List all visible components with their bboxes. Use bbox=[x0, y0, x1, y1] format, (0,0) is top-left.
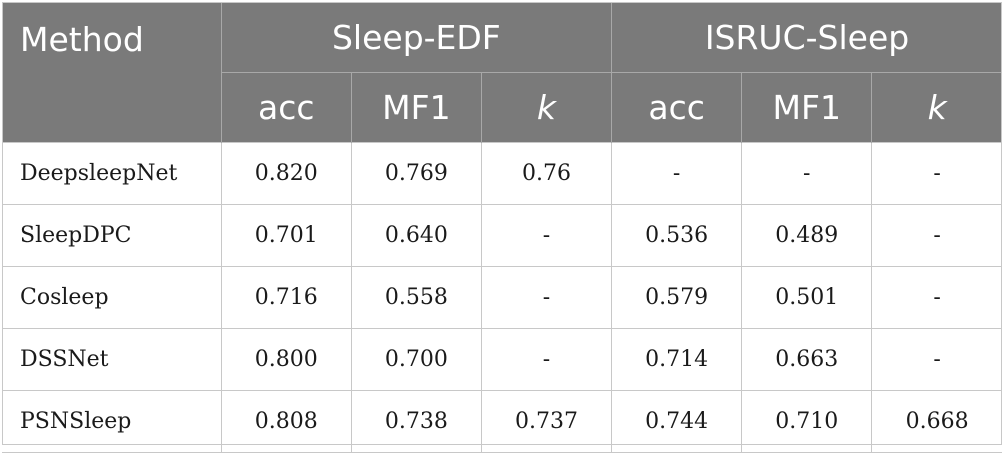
table-header: Method Sleep-EDF ISRUC-Sleep acc MF1 k a… bbox=[2, 2, 1002, 143]
cell-value: 0.668 bbox=[871, 390, 1002, 453]
cell-value: - bbox=[871, 142, 1002, 205]
method-name: DSSNet bbox=[2, 328, 222, 391]
subheader-k: k bbox=[480, 72, 612, 143]
results-table: Method Sleep-EDF ISRUC-Sleep acc MF1 k a… bbox=[2, 2, 1002, 453]
cell-value: 0.76 bbox=[480, 142, 612, 205]
cell-value: 0.640 bbox=[350, 204, 482, 267]
cell-value: 0.737 bbox=[480, 390, 612, 453]
cell-value: 0.744 bbox=[611, 390, 742, 453]
cell-value: 0.558 bbox=[350, 266, 482, 329]
method-name: PSNSleep bbox=[2, 390, 222, 453]
cell-value: - bbox=[611, 142, 742, 205]
cell-value: - bbox=[741, 142, 872, 205]
cell-value: 0.579 bbox=[611, 266, 742, 329]
method-name: DeepsleepNet bbox=[2, 142, 222, 205]
table-row: DSSNet 0.800 0.700 - 0.714 0.663 - bbox=[2, 328, 1002, 391]
cell-value: 0.710 bbox=[741, 390, 872, 453]
subheader-acc: acc bbox=[611, 72, 742, 143]
cell-value: 0.536 bbox=[611, 204, 742, 267]
method-header: Method bbox=[2, 2, 222, 143]
table-row: SleepDPC 0.701 0.640 - 0.536 0.489 - bbox=[2, 204, 1002, 267]
cell-value: - bbox=[871, 204, 1002, 267]
cell-value: - bbox=[480, 266, 612, 329]
cell-value: - bbox=[871, 328, 1002, 391]
cell-value: 0.738 bbox=[350, 390, 482, 453]
cell-value: - bbox=[480, 204, 612, 267]
subheader-mf1: MF1 bbox=[350, 72, 482, 143]
subheader-k: k bbox=[871, 72, 1002, 143]
cell-value: - bbox=[480, 328, 612, 391]
subheader-acc: acc bbox=[220, 72, 352, 143]
cell-value: 0.489 bbox=[741, 204, 872, 267]
cell-value: 0.716 bbox=[220, 266, 352, 329]
cell-value: 0.769 bbox=[350, 142, 482, 205]
cell-value: 0.501 bbox=[741, 266, 872, 329]
table-row: PSNSleep 0.808 0.738 0.737 0.744 0.710 0… bbox=[2, 390, 1002, 453]
method-name: Cosleep bbox=[2, 266, 222, 329]
table-row: DeepsleepNet 0.820 0.769 0.76 - - - bbox=[2, 142, 1002, 205]
cell-value: 0.701 bbox=[220, 204, 352, 267]
method-name: SleepDPC bbox=[2, 204, 222, 267]
subheader-mf1: MF1 bbox=[741, 72, 872, 143]
cell-value: 0.700 bbox=[350, 328, 482, 391]
cell-value: 0.663 bbox=[741, 328, 872, 391]
cell-value: 0.820 bbox=[220, 142, 352, 205]
table-row: Cosleep 0.716 0.558 - 0.579 0.501 - bbox=[2, 266, 1002, 329]
group-header-isruc-sleep: ISRUC-Sleep bbox=[611, 2, 1002, 73]
cell-value: 0.808 bbox=[220, 390, 352, 453]
cell-value: - bbox=[871, 266, 1002, 329]
group-header-sleep-edf: Sleep-EDF bbox=[220, 2, 612, 73]
cell-value: 0.800 bbox=[220, 328, 352, 391]
cell-value: 0.714 bbox=[611, 328, 742, 391]
